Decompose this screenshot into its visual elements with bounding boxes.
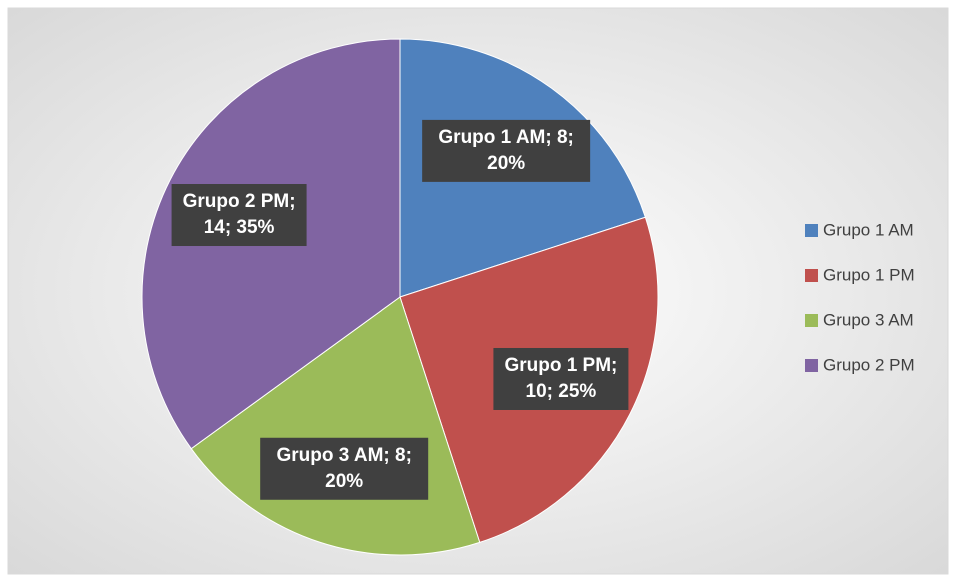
legend-label: Grupo 1 PM [823,265,915,284]
data-label: Grupo 1 PM; 10; 25% [504,355,617,402]
data-label-box [422,119,591,182]
legend-label: Grupo 1 AM [823,220,914,239]
legend-label: Grupo 2 PM [823,355,915,374]
legend-swatch [805,269,818,282]
data-label-box [171,184,307,247]
legend: Grupo 1 AM Grupo 1 PM Grupo 3 AM Grupo 2 PM [805,220,915,374]
legend-swatch [805,314,818,327]
data-label: Grupo 1 AM; 8; 20% [438,127,573,174]
legend-swatch [805,359,818,372]
data-label-box [260,437,429,500]
legend-swatch [805,224,818,237]
data-label: Grupo 2 PM; 14; 35% [183,191,296,238]
data-labels: Grupo 1 AM; 8; 20% Grupo 1 PM; 10; 25% Grupo… [171,119,629,500]
legend-label: Grupo 3 AM [823,310,914,329]
data-label: Grupo 3 AM; 8; 20% [276,445,411,492]
data-label-box [493,347,629,410]
